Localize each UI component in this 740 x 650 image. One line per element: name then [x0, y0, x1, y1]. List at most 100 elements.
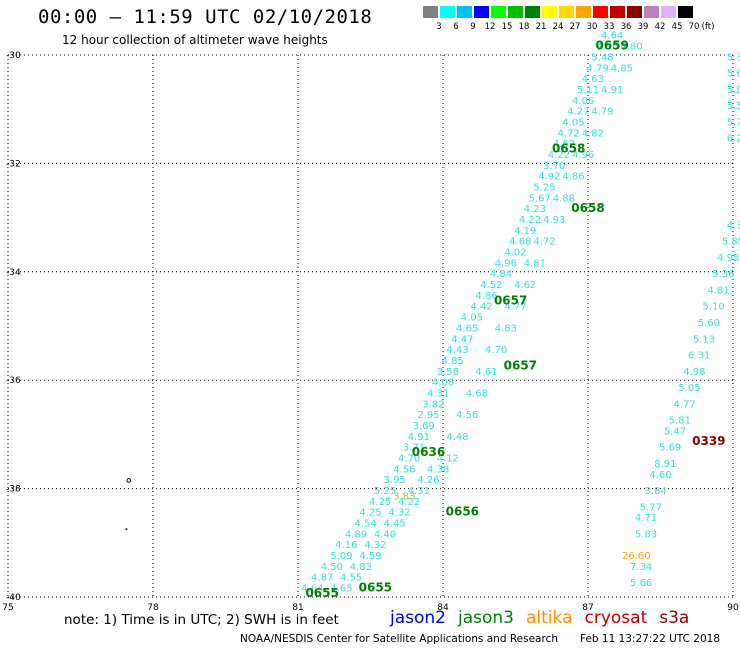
colorbar-swatch	[609, 5, 626, 19]
wave-height-label: 3.83	[393, 491, 415, 502]
wave-height-label: 5.36	[712, 269, 734, 280]
wave-height-label: 4.79	[587, 63, 609, 74]
y-tick-label: -36	[6, 376, 21, 386]
wave-height-label: 5.66	[630, 578, 652, 589]
colorbar-tick-label: 24	[552, 22, 564, 32]
wave-height-label: 4.47	[451, 334, 473, 345]
colorbar-swatch	[422, 5, 439, 19]
wave-height-label: 4.96	[596, 42, 618, 53]
colorbar-tick-label: 33	[603, 22, 615, 32]
wave-height-label: 5.50	[727, 101, 740, 112]
wave-height-label: 4.05	[562, 117, 584, 128]
x-tick-label: 75	[2, 603, 13, 613]
legend-item-jason2: jason2	[390, 608, 446, 628]
wave-height-label: 4.81	[707, 285, 729, 296]
colorbar-swatch	[660, 5, 677, 19]
wave-height-label: 4.64	[601, 31, 623, 42]
colorbar-tick-label: 39	[637, 22, 649, 32]
wave-height-label: 4.91	[601, 85, 623, 96]
colorbar-tick-label: 12	[484, 22, 496, 32]
x-tick-label: 81	[292, 603, 303, 613]
wave-height-label: 4.02	[504, 248, 526, 259]
wave-height-label: 6.31	[688, 351, 710, 362]
pass-time-label: 0339	[692, 434, 725, 448]
wave-height-label: 4.25	[369, 497, 391, 508]
wave-height-label: 4.45	[384, 519, 406, 530]
wave-height-label: 4.63	[582, 74, 604, 85]
pass-time-label: 0658	[571, 201, 604, 215]
footer-credit: NOAA/NESDIS Center for Satellite Applica…	[240, 633, 558, 645]
wave-height-label: 4.26	[417, 475, 439, 486]
pass-time-label: 0659	[595, 39, 628, 53]
colorbar-swatch	[541, 5, 558, 19]
wave-height-label: 4.95	[717, 253, 739, 264]
wave-height-label: 3.84	[645, 486, 667, 497]
wave-height-label: 5.47	[664, 426, 686, 437]
wave-height-label: 4.85	[611, 63, 633, 74]
x-tick-label: 87	[582, 603, 593, 613]
y-tick-label: -38	[6, 485, 21, 495]
colorbar-swatch	[626, 5, 643, 19]
wave-height-label: 4.64	[301, 584, 323, 595]
wave-height-label: 4.50	[321, 562, 343, 573]
wave-height-label: 5.67	[529, 193, 551, 204]
pass-time-label: 0658	[552, 142, 585, 156]
wave-height-label: 4.38	[427, 464, 449, 475]
wave-height-label: 4.80	[620, 42, 642, 53]
wave-height-label: 4.61	[475, 367, 497, 378]
wave-height-label: 4.82	[582, 128, 604, 139]
wave-height-label: 3.69	[413, 421, 435, 432]
colorbar	[422, 5, 694, 19]
wave-height-label: 2.95	[417, 410, 439, 421]
colorbar-swatch	[456, 5, 473, 19]
wave-height-label: 4.91	[408, 432, 430, 443]
wave-height-label: 4.40	[374, 529, 396, 540]
x-tick-label: 90	[727, 603, 739, 613]
wave-height-label: 4.79	[591, 107, 613, 118]
pass-time-label: 0636	[412, 445, 445, 459]
wave-height-label: 4.96	[572, 150, 594, 161]
island-mark	[125, 528, 128, 531]
wave-height-label: 4.89	[345, 529, 367, 540]
wave-height-label: 4.48	[446, 432, 468, 443]
colorbar-swatch	[439, 5, 456, 19]
chart-title: 00:00 – 11:59 UTC 02/10/2018	[38, 6, 373, 28]
colorbar-tick-label: 42	[654, 22, 666, 32]
x-tick-label: 84	[437, 603, 449, 613]
wave-height-label: 4.72	[533, 237, 555, 248]
wave-height-label: 4.39	[727, 220, 740, 231]
wave-height-label: 4.22	[548, 150, 570, 161]
wave-height-label: 5.83	[635, 529, 657, 540]
pass-time-label: 0655	[359, 581, 392, 595]
wave-height-label: 4.31	[427, 388, 449, 399]
colorbar-tick-label: 30	[586, 22, 598, 32]
wave-height-label: 4.85	[442, 356, 464, 367]
wave-height-label: 5.70	[727, 117, 740, 128]
wave-height-label: 5.85	[722, 237, 740, 248]
wave-height-label: 8.91	[654, 459, 676, 470]
wave-height-label: 3.82	[422, 399, 444, 410]
wave-height-label: 4.27	[567, 107, 589, 118]
colorbar-swatch	[558, 5, 575, 19]
wave-height-label: 4.12	[437, 454, 459, 465]
wave-height-label: 4.23	[524, 204, 546, 215]
colorbar-ticks: 3 6 9 12 15 18 21 24 27 30 33 36 39 42 45 70 (ft)	[422, 22, 740, 34]
legend-item-s3a: s3a	[659, 608, 690, 628]
colorbar-tick-label: 21	[535, 22, 547, 32]
units-note: note: 1) Time is in UTC; 2) SWH is in fe…	[64, 612, 339, 628]
wave-height-label: 3.71	[403, 443, 425, 454]
colorbar-tick-label: 27	[569, 22, 581, 32]
legend-item-altika: altika	[526, 608, 573, 628]
wave-height-label: 4.87	[311, 573, 333, 584]
colorbar-tick-label: 3	[436, 22, 442, 32]
wave-height-label: 5.60	[698, 318, 720, 329]
wave-height-label: 5.61	[727, 69, 740, 80]
wave-height-label: 4.31	[408, 486, 430, 497]
y-tick-label: -40	[6, 593, 21, 603]
colorbar-swatch	[592, 5, 609, 19]
y-tick-label: -30	[6, 51, 21, 61]
colorbar-swatch	[643, 5, 660, 19]
wave-height-label: 5.77	[640, 502, 662, 513]
wave-height-label: 3.70	[543, 161, 565, 172]
wave-height-label: 5.81	[669, 416, 691, 427]
